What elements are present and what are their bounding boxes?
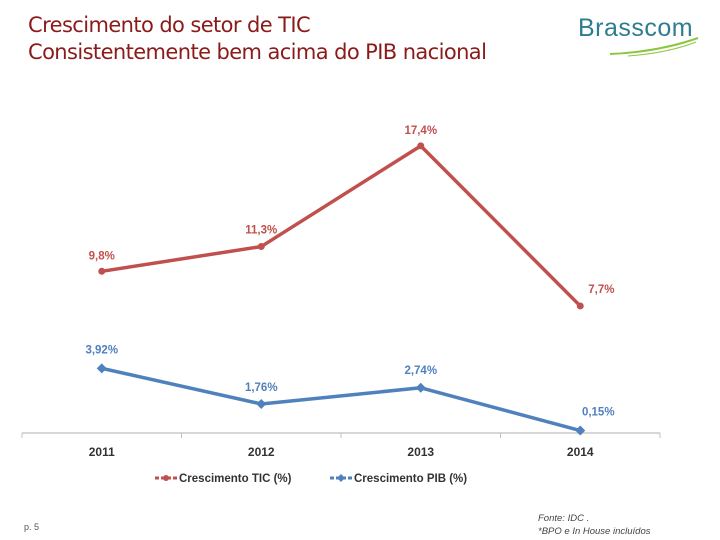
data-point-pib-2014 xyxy=(575,425,586,436)
data-label: 11,3% xyxy=(245,225,277,237)
x-tick-label-2012: 2012 xyxy=(248,445,275,459)
footnote-text: *BPO e In House incluídos xyxy=(538,526,651,537)
data-point-pib-2012 xyxy=(256,398,267,409)
data-point-tic-2014 xyxy=(576,302,584,310)
data-label: 17,4% xyxy=(404,125,437,137)
page-number: p. 5 xyxy=(24,522,40,532)
data-point-pib-2011 xyxy=(96,363,107,374)
series-line-1 xyxy=(100,366,582,433)
data-label: 3,92% xyxy=(85,344,118,356)
legend-label-1: Crescimento PIB (%) xyxy=(354,473,467,485)
data-label: 7,7% xyxy=(588,284,614,296)
data-label: 1,76% xyxy=(245,382,278,394)
page-title: Crescimento do setor de TIC Consistentem… xyxy=(28,12,487,66)
data-point-tic-2011 xyxy=(98,267,106,275)
logo-text: Brasscom xyxy=(578,14,694,42)
brasscom-logo: Brasscom xyxy=(578,14,699,57)
source-text: Fonte: IDC . xyxy=(538,513,590,524)
x-tick-label-2014: 2014 xyxy=(567,445,594,459)
data-label: 9,8% xyxy=(89,250,115,262)
x-tick-label-2011: 2011 xyxy=(89,445,115,459)
source-note: Fonte: IDC . *BPO e In House incluídos xyxy=(538,512,650,538)
data-point-tic-2012 xyxy=(257,243,265,251)
title-line-1: Crescimento do setor de TIC xyxy=(28,13,311,37)
title-line-2: Consistentemente bem acima do PIB nacion… xyxy=(28,40,487,64)
logo-swoosh-icon xyxy=(609,37,699,57)
data-label: 2,74% xyxy=(404,365,437,377)
legend-marker-diamond-icon xyxy=(337,474,345,482)
x-tick-label-2013: 2013 xyxy=(407,445,434,459)
data-point-tic-2013 xyxy=(417,142,425,150)
series-line-0 xyxy=(100,144,582,308)
legend-label-0: Crescimento TIC (%) xyxy=(179,473,292,485)
data-point-pib-2013 xyxy=(415,382,426,393)
legend-marker-circle-icon xyxy=(163,475,169,481)
data-label: 0,15% xyxy=(582,407,615,419)
